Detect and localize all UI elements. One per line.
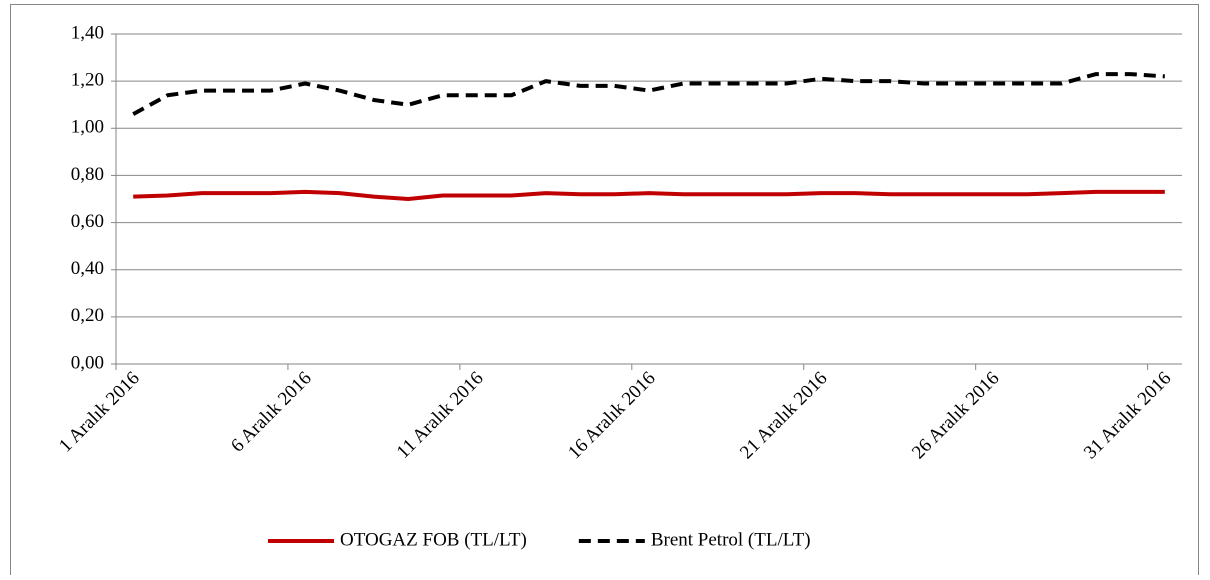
y-tick-label: 1,20 (71, 70, 104, 91)
series-line (132, 72, 1165, 116)
y-tick-label: 0,40 (71, 258, 104, 279)
y-tick-label: 0,00 (71, 352, 104, 373)
x-tick-label: 11 Aralık 2016 (393, 368, 488, 463)
y-tick-label: 1,00 (71, 117, 104, 138)
chart-border (10, 4, 1199, 580)
x-tick-label: 26 Aralık 2016 (908, 368, 1003, 463)
series-line (133, 189, 1165, 201)
legend-label: Brent Petrol (TL/LT) (651, 529, 811, 550)
x-tick-label: 31 Aralık 2016 (1080, 368, 1175, 463)
x-tick-label: 21 Aralık 2016 (736, 368, 831, 463)
x-tick-label: 6 Aralık 2016 (227, 368, 316, 457)
x-tick-label: 1 Aralık 2016 (55, 368, 144, 457)
y-tick-label: 0,60 (71, 211, 104, 232)
y-tick-label: 1,40 (71, 22, 104, 43)
y-tick-label: 0,20 (71, 305, 104, 326)
y-tick-label: 0,80 (71, 164, 104, 185)
legend-label: OTOGAZ FOB (TL/LT) (340, 529, 527, 550)
x-tick-label: 16 Aralık 2016 (564, 368, 659, 463)
